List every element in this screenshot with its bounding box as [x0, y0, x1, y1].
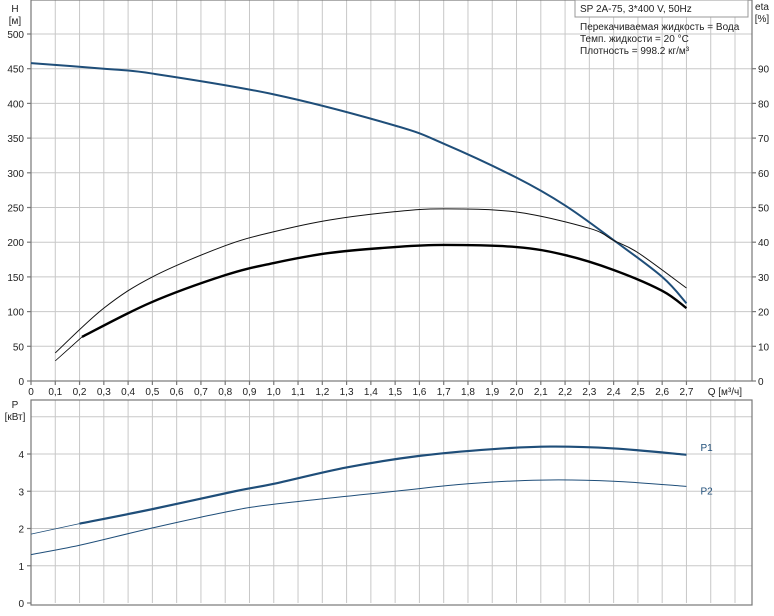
y-tick-label: 250	[7, 204, 24, 215]
x-tick-label: 1,4	[364, 387, 378, 398]
y-tick-label: 200	[7, 238, 24, 249]
y-tick-label: 150	[7, 273, 24, 284]
y2-axis-label: eta	[755, 2, 769, 13]
y2-tick-label: 20	[758, 308, 770, 319]
info-line: Перекачиваемая жидкость = Вода	[580, 22, 740, 33]
top-plot-frame	[30, 0, 753, 382]
y-tick-label: 50	[13, 342, 25, 353]
x-tick-label: 1,9	[485, 387, 499, 398]
x-tick-label: 2,5	[631, 387, 645, 398]
y-tick-label: 500	[7, 30, 24, 41]
title-box	[574, 0, 749, 18]
y2-tick-label: 60	[758, 169, 770, 180]
x-tick-label: 0,7	[194, 387, 208, 398]
p-axis-label: P	[12, 400, 19, 411]
eta-total-curve	[81, 243, 688, 339]
y2-tick-label: 90	[758, 65, 770, 76]
x-tick-label: 0,6	[170, 387, 184, 398]
p-tick-label: 2	[18, 525, 24, 536]
power-curve-p1	[79, 445, 687, 525]
x-tick-label: 0,2	[73, 387, 87, 398]
eta-total-curve-thin	[55, 336, 83, 362]
x-tick-label: 2,7	[680, 387, 694, 398]
x-tick-label: 2,1	[534, 387, 548, 398]
y2-tick-label: 10	[758, 342, 770, 353]
p-tick-label: 1	[18, 562, 24, 573]
x-tick-label: 1,5	[388, 387, 402, 398]
y-tick-label: 350	[7, 134, 24, 145]
power-curve-p2	[30, 479, 687, 556]
title-text: SP 2A-75, 3*400 V, 50Hz	[580, 4, 692, 15]
y-tick-label: 400	[7, 99, 24, 110]
x-tick-label: 1,2	[315, 387, 329, 398]
x-tick-label: 0,3	[97, 387, 111, 398]
x-tick-label: 0,4	[121, 387, 135, 398]
y2-tick-label: 0	[758, 377, 764, 388]
x-tick-label: 2,3	[582, 387, 596, 398]
p-tick-label: 3	[18, 487, 24, 498]
info-line: Темп. жидкости = 20 °C	[580, 34, 689, 45]
x-tick-label: 1,1	[291, 387, 305, 398]
p-axis-unit: [кВт]	[5, 412, 26, 423]
x-tick-label: 2,4	[607, 387, 621, 398]
x-tick-label: 0,1	[48, 387, 62, 398]
head-curve	[30, 62, 688, 304]
x-tick-label: 1,6	[412, 387, 426, 398]
x-tick-label: 2,0	[510, 387, 524, 398]
x-tick-label: 1,7	[437, 387, 451, 398]
x-axis-label: Q [м³/ч]	[708, 387, 743, 398]
info-line: Плотность = 998.2 кг/м³	[580, 46, 690, 57]
x-tick-label: 0,5	[145, 387, 159, 398]
y-tick-label: 450	[7, 65, 24, 76]
eta-pump-curve	[54, 208, 687, 354]
y-axis-label: H	[11, 4, 18, 15]
y2-tick-label: 30	[758, 273, 770, 284]
y2-axis-unit: [%]	[755, 14, 770, 25]
x-tick-label: 2,6	[655, 387, 669, 398]
x-tick-label: 0	[28, 387, 34, 398]
power-curve-p1-thin	[30, 523, 80, 535]
bottom-plot-frame	[30, 399, 753, 606]
x-tick-label: 1,8	[461, 387, 475, 398]
series-label-p1: P1	[700, 443, 713, 454]
y2-tick-label: 50	[758, 204, 770, 215]
x-tick-label: 1,0	[267, 387, 281, 398]
series-label-p2: P2	[700, 486, 713, 497]
p-tick-label: 4	[18, 450, 24, 461]
x-tick-label: 0,8	[218, 387, 232, 398]
y-tick-label: 0	[18, 377, 24, 388]
x-tick-label: 2,2	[558, 387, 572, 398]
x-tick-label: 1,3	[340, 387, 354, 398]
x-tick-label: 0,9	[243, 387, 257, 398]
y-tick-label: 300	[7, 169, 24, 180]
y2-tick-label: 40	[758, 238, 770, 249]
p-tick-label: 0	[18, 599, 24, 610]
y2-tick-label: 80	[758, 99, 770, 110]
y2-tick-label: 70	[758, 134, 770, 145]
y-axis-unit: [м]	[9, 16, 22, 27]
y-tick-label: 100	[7, 308, 24, 319]
